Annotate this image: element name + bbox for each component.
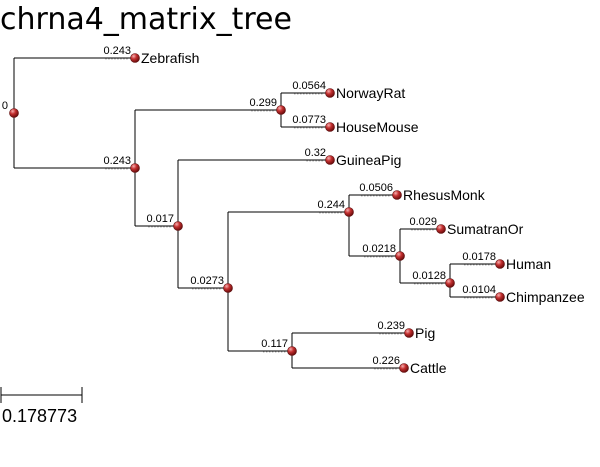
internal-node-n3[interactable] — [173, 221, 183, 231]
branch-length-human: 0.0178 — [462, 251, 496, 263]
taxon-label-pig: Pig — [415, 325, 435, 341]
taxon-label-zebrafish: Zebrafish — [141, 50, 199, 66]
scale-bar-label: 0.178773 — [2, 406, 77, 426]
leaf-node-human[interactable] — [495, 259, 505, 269]
branch-length-n5: 0.244 — [317, 199, 345, 211]
taxon-label-chimpanzee: Chimpanzee — [506, 289, 585, 305]
leaf-node-norwayrat[interactable] — [325, 88, 335, 98]
leaf-node-pig[interactable] — [404, 328, 414, 338]
leaf-node-zebrafish[interactable] — [130, 53, 140, 63]
scale-bar: 0.178773 — [0, 387, 83, 426]
taxon-label-guineapig: GuineaPig — [336, 152, 401, 168]
branch-length-chimpanzee: 0.0104 — [462, 284, 496, 296]
branch-length-n1: 0.243 — [103, 155, 131, 167]
branch-length-n3: 0.017 — [146, 213, 174, 225]
internal-node-n6[interactable] — [395, 251, 405, 261]
leaf-node-sumatranor[interactable] — [436, 224, 446, 234]
root-label: 0 — [2, 100, 8, 112]
internal-node-n5[interactable] — [344, 207, 354, 217]
leaf-node-chimpanzee[interactable] — [495, 292, 505, 302]
branch-length-sumatranor: 0.029 — [409, 216, 437, 228]
taxon-label-human: Human — [506, 256, 551, 272]
internal-node-n1[interactable] — [130, 163, 140, 173]
branch-length-guineapig: 0.32 — [305, 147, 326, 159]
branch-length-rhesusmonk: 0.0506 — [359, 182, 393, 194]
internal-node-root[interactable] — [9, 108, 19, 118]
leaf-node-cattle[interactable] — [399, 363, 409, 373]
branch-length-n6: 0.0218 — [362, 243, 396, 255]
internal-node-n4[interactable] — [223, 283, 233, 293]
branch-length-n2: 0.299 — [249, 97, 277, 109]
taxon-label-norwayrat: NorwayRat — [336, 85, 405, 101]
branch-length-cattle: 0.226 — [372, 355, 400, 367]
leaf-node-housemouse[interactable] — [325, 122, 335, 132]
branch-length-norwayrat: 0.0564 — [292, 80, 326, 92]
internal-node-n2[interactable] — [276, 105, 286, 115]
taxon-label-cattle: Cattle — [410, 360, 447, 376]
internal-node-n7[interactable] — [445, 278, 455, 288]
branch-length-n7: 0.0128 — [412, 270, 446, 282]
branch-length-n4: 0.0273 — [190, 275, 224, 287]
taxon-label-sumatranor: SumatranOr — [447, 221, 524, 237]
leaf-node-rhesusmonk[interactable] — [392, 190, 402, 200]
tree-title: chrna4_matrix_tree — [0, 2, 292, 37]
branch-length-pig: 0.239 — [377, 320, 405, 332]
branch-length-n8: 0.117 — [261, 338, 288, 350]
internal-node-n8[interactable] — [287, 346, 297, 356]
branch-length-housemouse: 0.0773 — [292, 114, 326, 126]
taxon-label-housemouse: HouseMouse — [336, 119, 419, 135]
taxon-label-rhesusmonk: RhesusMonk — [403, 187, 486, 203]
branch-length-zebrafish: 0.243 — [103, 45, 131, 57]
leaf-node-guineapig[interactable] — [325, 155, 335, 165]
